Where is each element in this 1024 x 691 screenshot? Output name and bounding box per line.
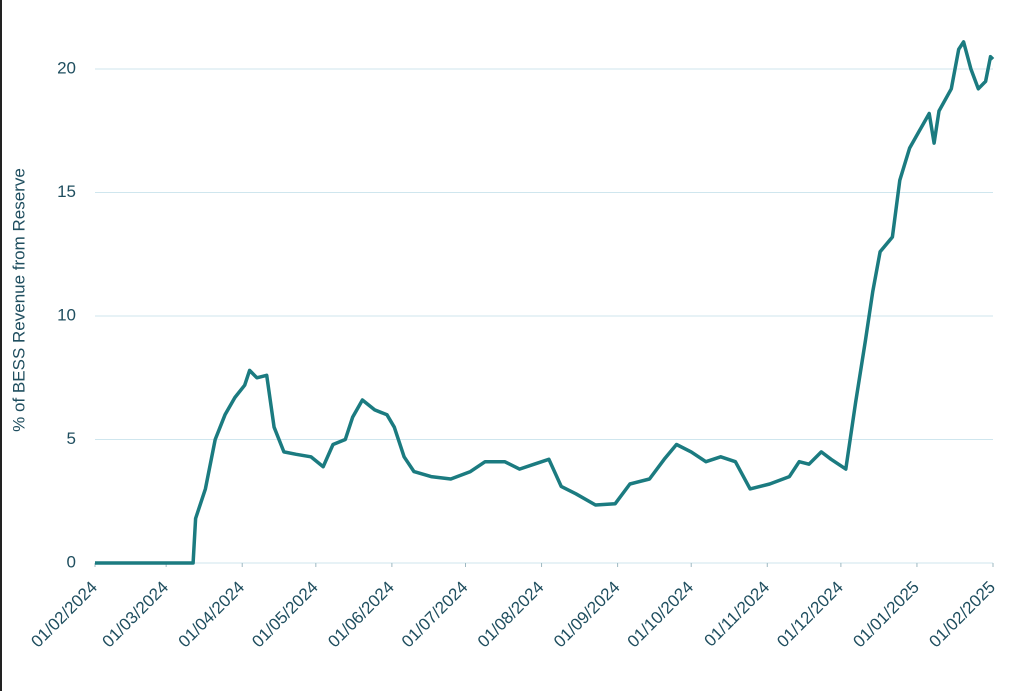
x-tick-label: 01/04/2024 (175, 578, 249, 652)
y-tick-label: 15 (57, 182, 76, 201)
y-tick-label: 0 (67, 552, 76, 571)
x-tick-label: 01/03/2024 (99, 578, 173, 652)
y-tick-label: 10 (57, 306, 76, 325)
x-tick-label: 01/12/2024 (773, 578, 847, 652)
x-tick-label: 01/05/2024 (248, 578, 322, 652)
x-tick-label: 01/02/2025 (925, 578, 999, 652)
x-tick-label: 01/09/2024 (550, 578, 624, 652)
x-tick-label: 01/06/2024 (324, 578, 398, 652)
x-tick-label: 01/02/2024 (27, 578, 101, 652)
x-tick-label: 01/07/2024 (398, 578, 472, 652)
y-tick-label: 5 (67, 429, 76, 448)
x-tick-label: 01/10/2024 (624, 578, 698, 652)
x-tick-label: 01/01/2025 (849, 578, 923, 652)
data-line (95, 40, 995, 565)
x-tick-label: 01/08/2024 (474, 578, 548, 652)
y-tick-label: 20 (57, 59, 76, 78)
x-tick-label: 01/11/2024 (701, 578, 774, 651)
y-axis-label: % of BESS Revenue from Reserve (9, 168, 28, 432)
